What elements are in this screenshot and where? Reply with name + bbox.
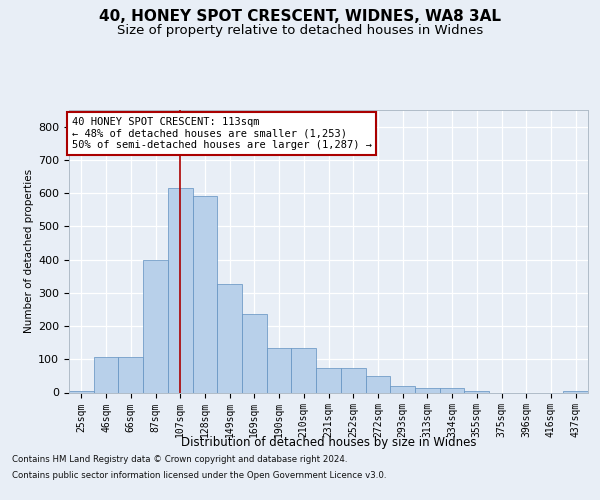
Bar [415, 388, 440, 392]
Bar [292, 348, 316, 393]
Bar [341, 368, 365, 392]
Bar [267, 348, 292, 393]
Bar [118, 357, 143, 392]
Text: 40 HONEY SPOT CRESCENT: 113sqm
← 48% of detached houses are smaller (1,253)
50% : 40 HONEY SPOT CRESCENT: 113sqm ← 48% of … [71, 117, 371, 150]
Text: Contains public sector information licensed under the Open Government Licence v3: Contains public sector information licen… [12, 471, 386, 480]
Text: Size of property relative to detached houses in Widnes: Size of property relative to detached ho… [117, 24, 483, 37]
Text: 40, HONEY SPOT CRESCENT, WIDNES, WA8 3AL: 40, HONEY SPOT CRESCENT, WIDNES, WA8 3AL [99, 9, 501, 24]
Text: Contains HM Land Registry data © Crown copyright and database right 2024.: Contains HM Land Registry data © Crown c… [12, 455, 347, 464]
Bar [94, 357, 118, 392]
Bar [193, 196, 217, 392]
Bar [168, 188, 193, 392]
Y-axis label: Number of detached properties: Number of detached properties [24, 169, 34, 334]
Bar [143, 260, 168, 392]
Bar [563, 391, 588, 392]
Bar [316, 368, 341, 392]
Bar [217, 284, 242, 393]
Bar [69, 391, 94, 392]
Bar [390, 386, 415, 392]
Bar [365, 376, 390, 392]
Bar [440, 388, 464, 392]
Text: Distribution of detached houses by size in Widnes: Distribution of detached houses by size … [181, 436, 476, 449]
Bar [464, 391, 489, 392]
Bar [242, 314, 267, 392]
